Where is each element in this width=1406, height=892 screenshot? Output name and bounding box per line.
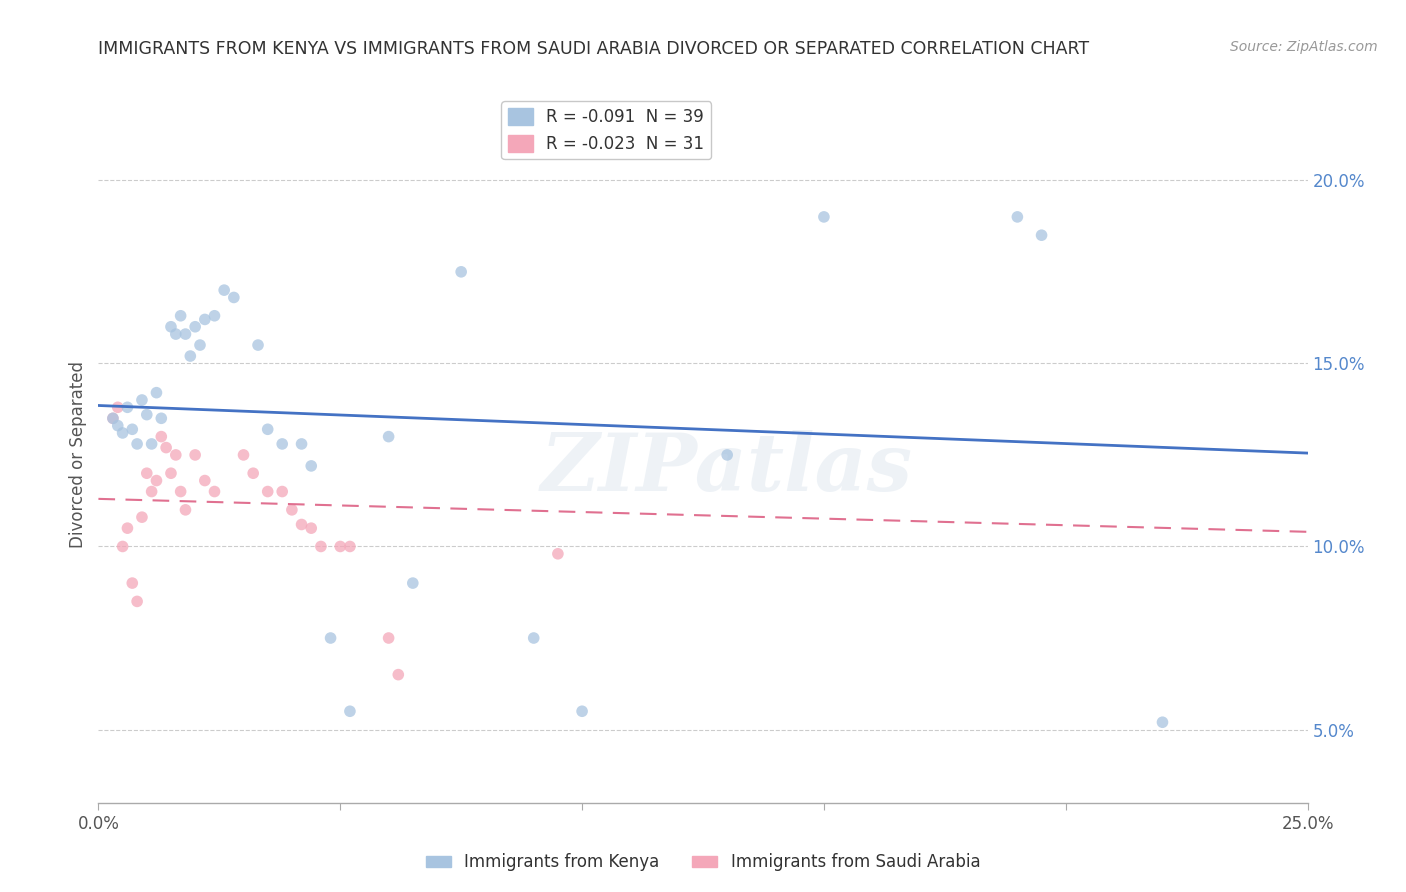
Point — [339, 540, 361, 554]
Point — [387, 667, 409, 681]
Point — [141, 437, 163, 451]
Point — [1007, 210, 1029, 224]
Point — [131, 392, 153, 407]
Point — [184, 319, 207, 334]
Point — [547, 547, 569, 561]
Point — [523, 631, 546, 645]
Point — [127, 437, 149, 451]
Legend: Immigrants from Kenya, Immigrants from Saudi Arabia: Immigrants from Kenya, Immigrants from S… — [419, 847, 987, 878]
Point — [101, 411, 124, 425]
Point — [232, 448, 254, 462]
Point — [256, 422, 278, 436]
Point — [813, 210, 835, 224]
Point — [111, 540, 134, 554]
Point — [1031, 228, 1053, 243]
Point — [101, 411, 124, 425]
Point — [135, 467, 157, 481]
Point — [247, 338, 270, 352]
Point — [160, 319, 183, 334]
Point — [377, 631, 399, 645]
Point — [135, 408, 157, 422]
Point — [1152, 715, 1174, 730]
Point — [290, 517, 312, 532]
Point — [155, 441, 177, 455]
Point — [169, 309, 191, 323]
Point — [174, 503, 197, 517]
Point — [571, 704, 593, 718]
Point — [271, 484, 294, 499]
Point — [150, 411, 173, 425]
Point — [256, 484, 278, 499]
Point — [716, 448, 738, 462]
Point — [319, 631, 342, 645]
Point — [107, 401, 129, 415]
Point — [160, 467, 183, 481]
Point — [127, 594, 149, 608]
Point — [188, 338, 211, 352]
Point — [402, 576, 425, 591]
Point — [169, 484, 191, 499]
Point — [121, 576, 143, 591]
Text: IMMIGRANTS FROM KENYA VS IMMIGRANTS FROM SAUDI ARABIA DIVORCED OR SEPARATED CORR: IMMIGRANTS FROM KENYA VS IMMIGRANTS FROM… — [98, 40, 1090, 58]
Point — [184, 448, 207, 462]
Text: Source: ZipAtlas.com: Source: ZipAtlas.com — [1230, 40, 1378, 54]
Point — [299, 458, 322, 473]
Point — [309, 540, 332, 554]
Text: ZIPatlas: ZIPatlas — [541, 430, 914, 508]
Point — [194, 312, 217, 326]
Point — [339, 704, 361, 718]
Point — [290, 437, 312, 451]
Point — [145, 385, 167, 400]
Point — [121, 422, 143, 436]
Point — [179, 349, 201, 363]
Point — [165, 448, 187, 462]
Point — [145, 474, 167, 488]
Point — [111, 425, 134, 440]
Point — [165, 327, 187, 342]
Point — [212, 283, 235, 297]
Point — [242, 467, 264, 481]
Point — [299, 521, 322, 535]
Point — [150, 429, 173, 443]
Point — [377, 429, 399, 443]
Point — [174, 327, 197, 342]
Point — [329, 540, 352, 554]
Point — [194, 474, 217, 488]
Point — [204, 484, 226, 499]
Point — [117, 401, 139, 415]
Y-axis label: Divorced or Separated: Divorced or Separated — [69, 361, 87, 549]
Point — [271, 437, 294, 451]
Point — [281, 503, 304, 517]
Point — [117, 521, 139, 535]
Point — [107, 418, 129, 433]
Point — [131, 510, 153, 524]
Point — [141, 484, 163, 499]
Point — [222, 290, 245, 304]
Point — [204, 309, 226, 323]
Point — [450, 265, 472, 279]
